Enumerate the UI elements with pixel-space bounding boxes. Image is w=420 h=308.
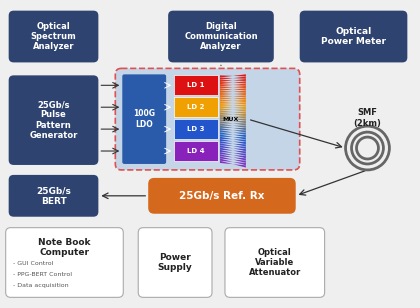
Polygon shape bbox=[220, 86, 246, 88]
Text: SMF
(2km): SMF (2km) bbox=[354, 108, 381, 128]
Polygon shape bbox=[220, 99, 246, 102]
Polygon shape bbox=[220, 145, 246, 151]
Polygon shape bbox=[220, 156, 246, 163]
Text: MUX: MUX bbox=[223, 117, 239, 122]
Polygon shape bbox=[220, 113, 246, 116]
FancyBboxPatch shape bbox=[300, 11, 407, 63]
FancyBboxPatch shape bbox=[9, 175, 98, 217]
Polygon shape bbox=[220, 152, 246, 158]
Polygon shape bbox=[220, 117, 246, 121]
Text: Power
Supply: Power Supply bbox=[158, 253, 192, 272]
Text: Digital
Communication
Analyzer: Digital Communication Analyzer bbox=[184, 22, 258, 51]
FancyBboxPatch shape bbox=[148, 178, 296, 214]
Polygon shape bbox=[220, 115, 246, 119]
Polygon shape bbox=[220, 137, 246, 142]
FancyBboxPatch shape bbox=[6, 228, 123, 297]
Text: 25Gb/s Ref. Rx: 25Gb/s Ref. Rx bbox=[179, 191, 265, 201]
Polygon shape bbox=[220, 143, 246, 149]
Polygon shape bbox=[220, 74, 246, 78]
Text: - PPG-BERT Control: - PPG-BERT Control bbox=[13, 272, 72, 277]
Polygon shape bbox=[220, 119, 246, 123]
FancyBboxPatch shape bbox=[9, 11, 98, 63]
Polygon shape bbox=[220, 128, 246, 132]
Text: Optical
Variable
Attenuator: Optical Variable Attenuator bbox=[249, 248, 301, 278]
Polygon shape bbox=[220, 159, 246, 165]
Polygon shape bbox=[220, 150, 246, 156]
Text: LD 4: LD 4 bbox=[187, 148, 205, 154]
Polygon shape bbox=[220, 148, 246, 153]
Text: - Data acquisition: - Data acquisition bbox=[13, 283, 68, 288]
Polygon shape bbox=[220, 130, 246, 135]
FancyBboxPatch shape bbox=[174, 97, 218, 117]
Polygon shape bbox=[220, 83, 246, 86]
Text: - GUI Control: - GUI Control bbox=[13, 261, 53, 266]
Polygon shape bbox=[220, 121, 246, 125]
Polygon shape bbox=[220, 106, 246, 109]
Text: 100G
LDO: 100G LDO bbox=[133, 109, 155, 129]
FancyBboxPatch shape bbox=[174, 119, 218, 139]
Polygon shape bbox=[220, 88, 246, 91]
FancyBboxPatch shape bbox=[174, 141, 218, 161]
Polygon shape bbox=[220, 81, 246, 84]
FancyBboxPatch shape bbox=[138, 228, 212, 297]
Polygon shape bbox=[220, 126, 246, 130]
Text: LD 2: LD 2 bbox=[187, 104, 205, 110]
Polygon shape bbox=[220, 141, 246, 147]
Polygon shape bbox=[220, 97, 246, 100]
Text: Optical
Power Meter: Optical Power Meter bbox=[321, 27, 386, 46]
Polygon shape bbox=[220, 104, 246, 107]
FancyBboxPatch shape bbox=[168, 11, 274, 63]
Polygon shape bbox=[220, 95, 246, 97]
Polygon shape bbox=[220, 93, 246, 95]
Polygon shape bbox=[220, 161, 246, 168]
FancyBboxPatch shape bbox=[9, 75, 98, 165]
Polygon shape bbox=[220, 102, 246, 104]
Polygon shape bbox=[220, 79, 246, 82]
FancyBboxPatch shape bbox=[225, 228, 325, 297]
FancyBboxPatch shape bbox=[122, 74, 166, 164]
FancyBboxPatch shape bbox=[174, 75, 218, 95]
Polygon shape bbox=[220, 124, 246, 128]
Text: 25Gb/s
BERT: 25Gb/s BERT bbox=[36, 186, 71, 205]
Text: LD 1: LD 1 bbox=[187, 82, 205, 88]
Polygon shape bbox=[220, 110, 246, 114]
Polygon shape bbox=[220, 132, 246, 137]
Polygon shape bbox=[220, 154, 246, 160]
Polygon shape bbox=[220, 77, 246, 80]
Polygon shape bbox=[220, 139, 246, 144]
FancyBboxPatch shape bbox=[116, 68, 300, 170]
Text: Optical
Spectrum
Analyzer: Optical Spectrum Analyzer bbox=[31, 22, 76, 51]
Polygon shape bbox=[220, 135, 246, 140]
Text: Note Book
Computer: Note Book Computer bbox=[38, 238, 91, 257]
Text: 25Gb/s
Pulse
Pattern
Generator: 25Gb/s Pulse Pattern Generator bbox=[29, 100, 78, 140]
Polygon shape bbox=[220, 108, 246, 111]
Text: LD 3: LD 3 bbox=[187, 126, 205, 132]
Polygon shape bbox=[220, 91, 246, 93]
